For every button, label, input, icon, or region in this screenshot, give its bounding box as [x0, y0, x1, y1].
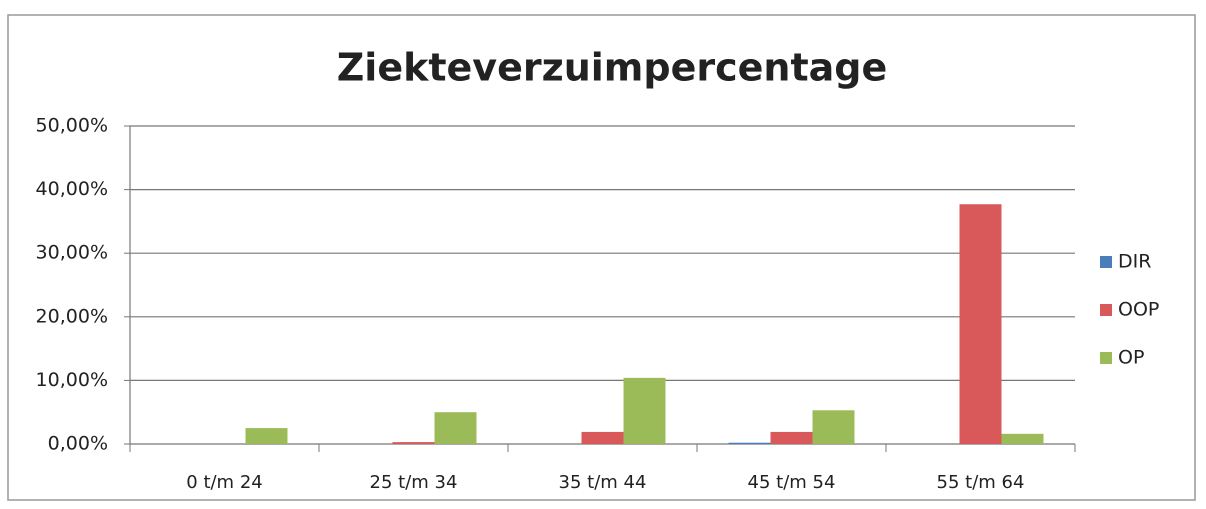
legend-label: DIR	[1118, 251, 1151, 273]
y-tick-label: 20,00%	[36, 305, 108, 327]
bar	[812, 410, 855, 444]
y-tick-label: 50,00%	[36, 115, 108, 137]
x-tick-label: 25 t/m 34	[370, 472, 458, 493]
bar	[728, 442, 771, 444]
bar	[959, 204, 1002, 444]
legend-swatch	[1100, 304, 1112, 316]
x-tick-label: 55 t/m 64	[937, 472, 1025, 493]
legend-swatch	[1100, 256, 1112, 268]
x-tick-label: 45 t/m 54	[748, 472, 836, 493]
chart-title: Ziekteverzuimpercentage	[337, 46, 887, 90]
y-tick-label: 0,00%	[48, 433, 108, 455]
y-tick-label: 10,00%	[36, 369, 108, 391]
bar	[245, 428, 288, 444]
bar	[623, 377, 666, 444]
bar	[434, 412, 477, 444]
legend-label: OOP	[1118, 299, 1159, 321]
bar	[1001, 433, 1044, 444]
x-tick-label: 35 t/m 44	[559, 472, 647, 493]
legend-label: OP	[1118, 347, 1144, 369]
bar	[392, 442, 435, 444]
bar	[770, 431, 813, 444]
x-tick-label: 0 t/m 24	[186, 472, 262, 493]
y-tick-label: 40,00%	[36, 178, 108, 200]
y-tick-label: 30,00%	[36, 242, 108, 264]
bar	[581, 431, 624, 444]
legend-swatch	[1100, 352, 1112, 364]
